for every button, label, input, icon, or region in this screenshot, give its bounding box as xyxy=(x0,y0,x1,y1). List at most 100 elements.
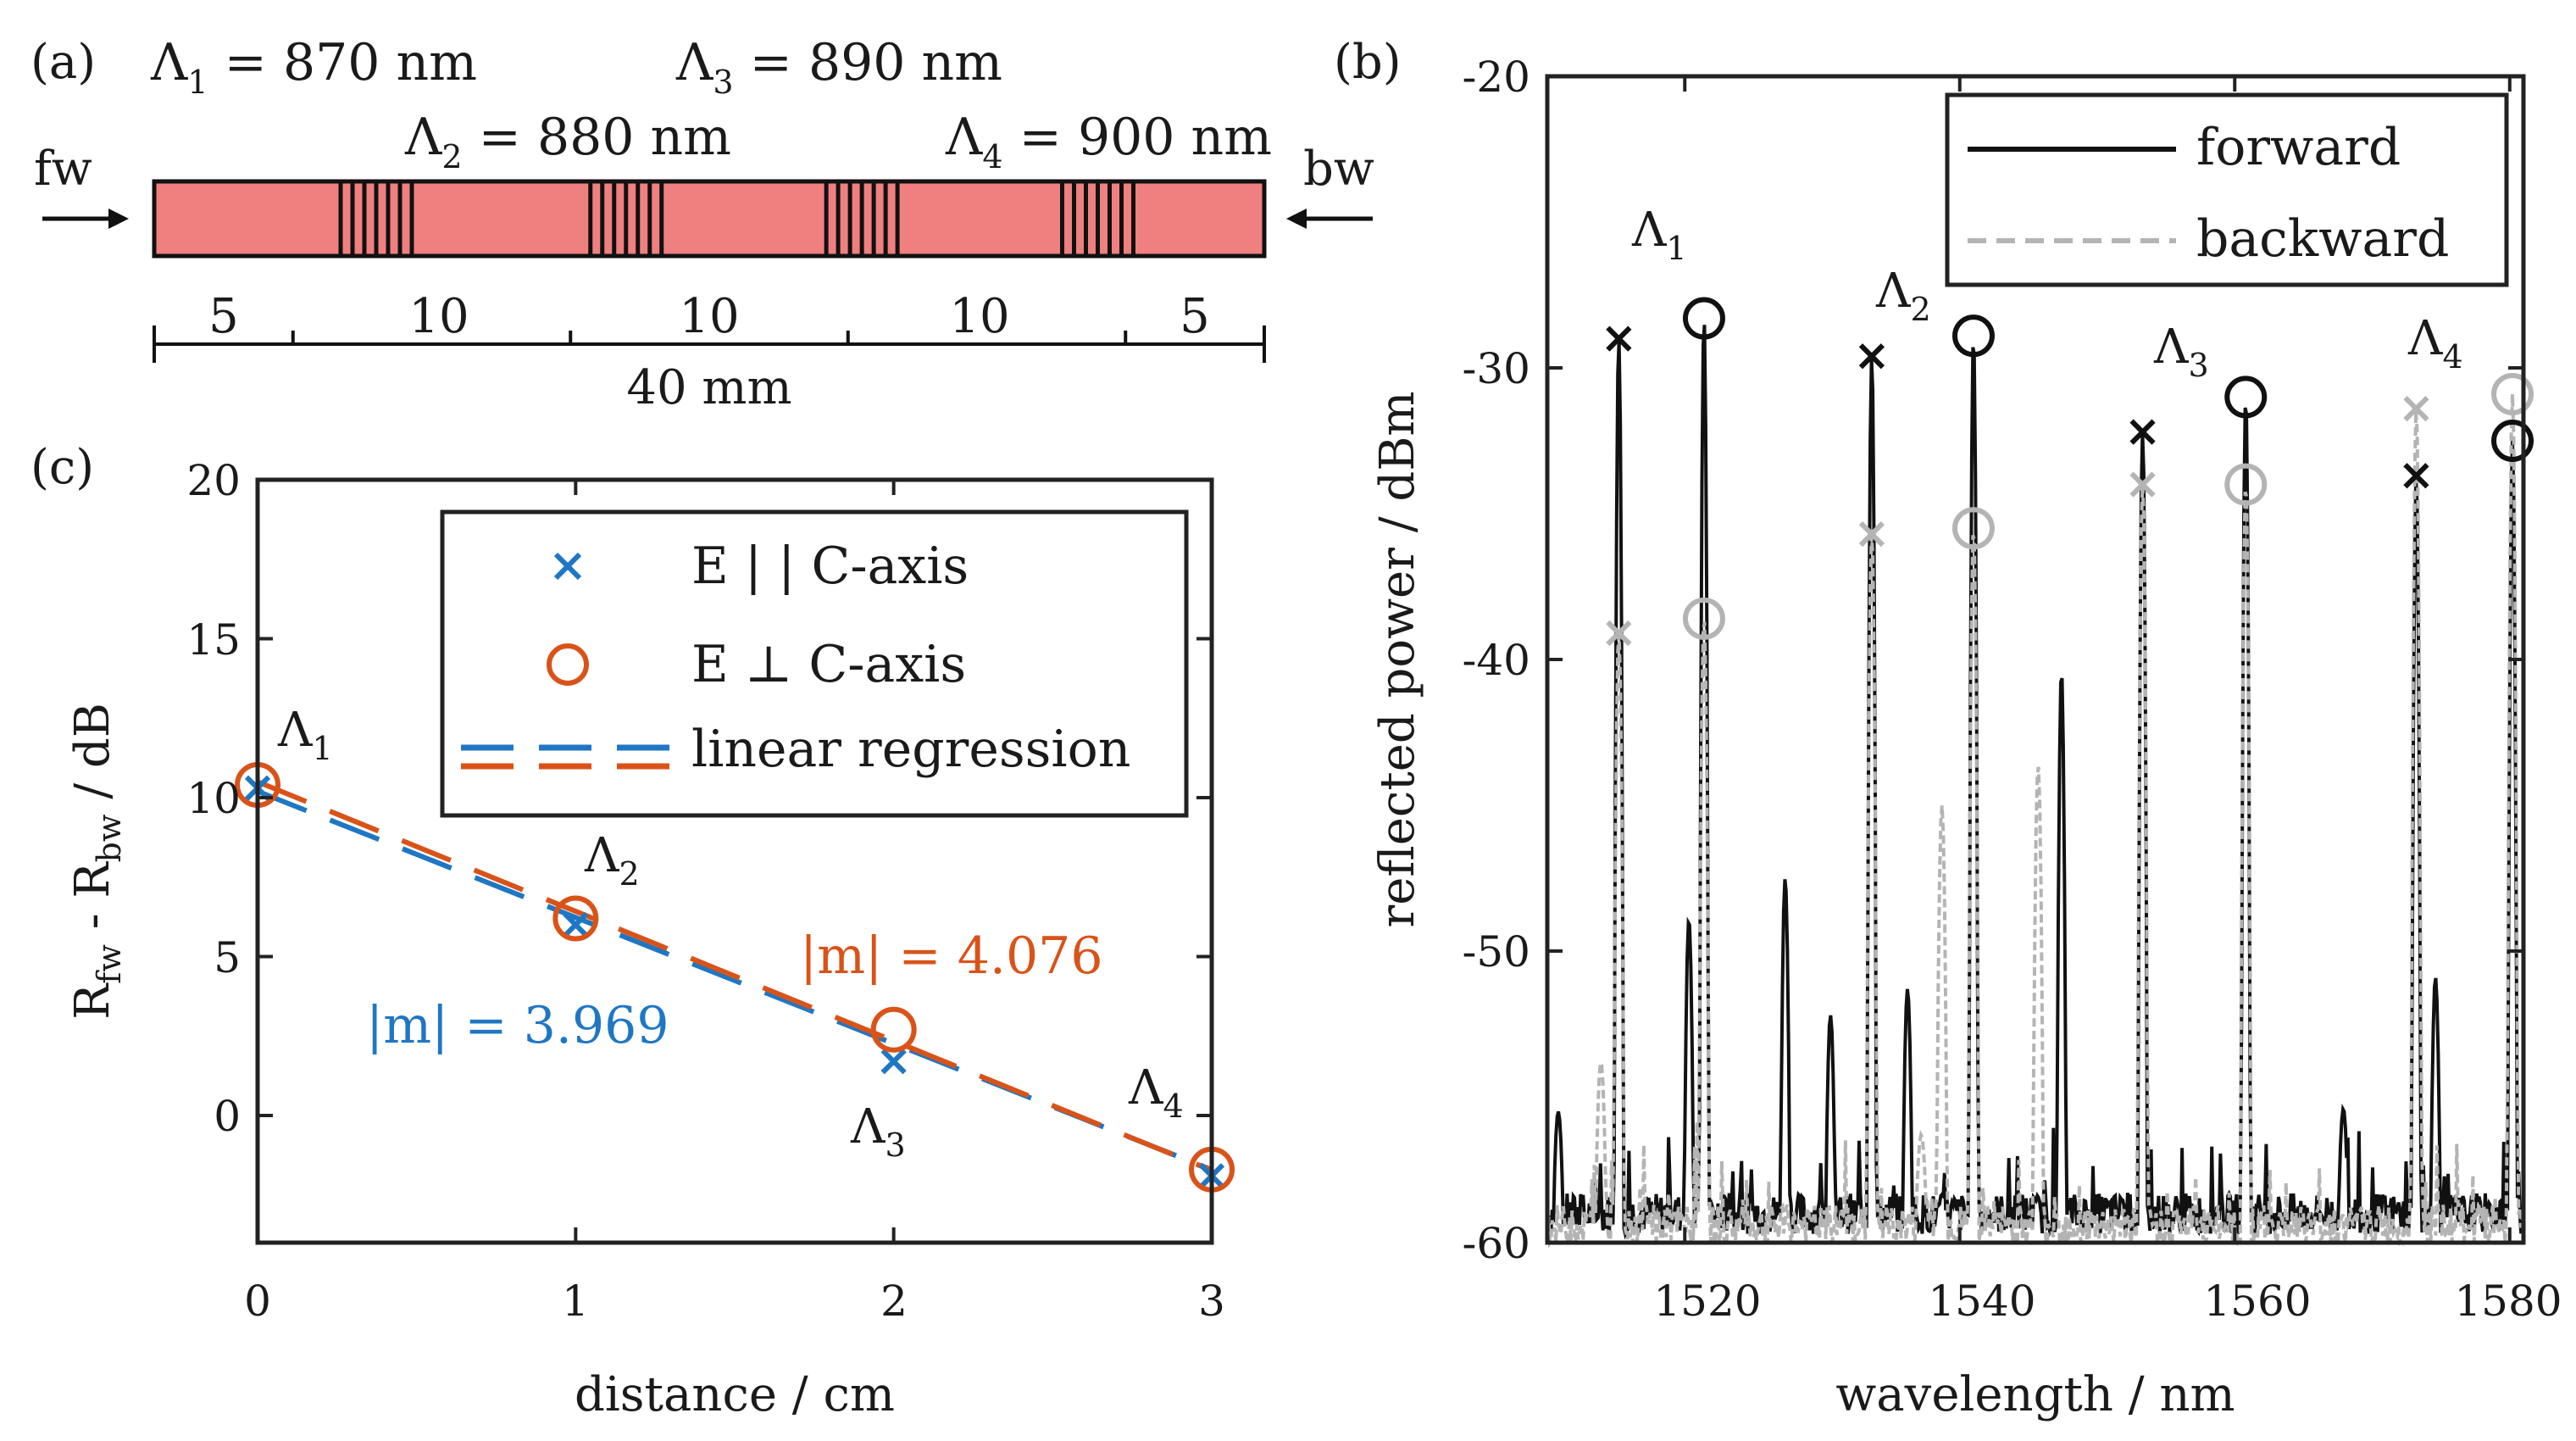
c-xtick-label: 3 xyxy=(1198,1277,1225,1326)
forward-o-marker xyxy=(2224,376,2268,419)
slope-label-perp: |m| = 4.076 xyxy=(800,926,1103,986)
grating-bars xyxy=(338,181,1135,256)
segment-label-5: 5 xyxy=(1180,289,1210,344)
b-lambda-4: Λ4 xyxy=(2407,311,2463,376)
b-ytick-label: -30 xyxy=(1462,344,1530,393)
legend-forward-label: forward xyxy=(2196,118,2401,177)
c-legend: E | | C-axis E ⊥ C-axis linear regressio… xyxy=(440,509,1189,818)
c-ytick-label: 20 xyxy=(186,456,241,505)
segment-label-3: 10 xyxy=(679,289,739,344)
c-ytick-label: 0 xyxy=(214,1092,241,1141)
b-ytick-label: -20 xyxy=(1462,53,1530,102)
bw-label: bw xyxy=(1303,142,1374,197)
c-lambda-4: Λ4 xyxy=(1128,1060,1184,1125)
legend-parallel-label: E | | C-axis xyxy=(691,537,969,596)
panel-b: (b) -20 -30 -40 -50 -60 1520 1540 1560 1… xyxy=(1334,35,2562,1422)
c-ytick-label: 15 xyxy=(186,615,241,665)
forward-x-marker xyxy=(1858,343,1885,370)
legend-regression-label: linear regression xyxy=(691,720,1130,779)
regression-axes-box xyxy=(255,477,1214,1245)
c-y-axis-label: Rfw - Rbw / dB xyxy=(65,703,128,1020)
legend-backward-label: backward xyxy=(2196,209,2449,269)
backward-spectrum-line xyxy=(1546,393,2524,1249)
regression-line-perp xyxy=(256,779,1213,1173)
parallel-x-point xyxy=(880,1049,907,1075)
b-xtick-label: 1560 xyxy=(2203,1277,2311,1326)
scale-bar xyxy=(153,325,1266,363)
grating-label-3: Λ3 = 890 nm xyxy=(675,33,1002,101)
segment-label-4: 10 xyxy=(949,289,1009,344)
legend-perp-label: E ⊥ C-axis xyxy=(691,635,966,694)
fw-label: fw xyxy=(34,142,92,197)
b-ytick-label: -50 xyxy=(1462,927,1530,976)
backward-o-marker xyxy=(2224,463,2268,506)
backward-o-marker xyxy=(1951,507,1995,550)
backward-x-marker xyxy=(1858,520,1885,548)
backward-o-marker xyxy=(2491,372,2534,415)
segment-label-2: 10 xyxy=(408,289,469,344)
marker-stroke xyxy=(880,1049,907,1075)
backward-x-marker xyxy=(2403,396,2429,422)
segment-label-1: 5 xyxy=(208,289,239,344)
c-lambda-2: Λ2 xyxy=(584,828,640,893)
legend-o-marker-icon xyxy=(547,643,589,686)
total-length-label: 40 mm xyxy=(626,360,791,415)
c-lambda-3: Λ3 xyxy=(850,1099,906,1164)
c-ytick-label: 5 xyxy=(214,933,241,982)
backward-o-marker xyxy=(1682,597,1725,640)
forward-x-marker xyxy=(1606,325,1632,352)
marker-stroke xyxy=(1606,325,1632,352)
c-xtick-label: 1 xyxy=(562,1277,589,1326)
parallel-x-point xyxy=(563,911,589,938)
grating-label-2: Λ2 = 880 nm xyxy=(404,108,731,175)
regression-ticks xyxy=(256,478,1213,1243)
b-ytick-label: -60 xyxy=(1462,1219,1530,1268)
marker-stroke xyxy=(2403,463,2429,489)
c-xtick-label: 0 xyxy=(244,1277,271,1326)
b-xtick-label: 1540 xyxy=(1928,1277,2035,1326)
grating-label-1: Λ1 = 870 nm xyxy=(150,33,477,101)
marker-stroke xyxy=(2403,396,2429,422)
spectrum-plot xyxy=(1546,297,2534,1249)
panel-c: (c) 20 15 10 5 0 0 1 2 3 distance / cm R… xyxy=(31,440,1235,1422)
c-ytick-label: 10 xyxy=(186,774,241,823)
marker-stroke xyxy=(563,911,589,938)
c-lambda-1: Λ1 xyxy=(277,703,333,767)
spectrum-ticks xyxy=(1547,75,2523,1244)
panel-a-label: (a) xyxy=(31,35,96,90)
b-legend: forward backward xyxy=(1945,92,2509,287)
forward-x-marker xyxy=(2129,419,2156,445)
b-lambda-1: Λ1 xyxy=(1631,203,1687,267)
forward-o-marker xyxy=(1951,314,1995,358)
forward-o-marker xyxy=(2491,420,2534,462)
b-lambda-2: Λ2 xyxy=(1875,264,1931,328)
marker-stroke xyxy=(1858,343,1885,370)
b-xtick-label: 1580 xyxy=(2454,1277,2562,1326)
b-x-axis-label: wavelength / nm xyxy=(1835,1367,2235,1422)
forward-x-marker xyxy=(2403,463,2429,489)
b-y-axis-label: reflected power / dBm xyxy=(1370,391,1425,927)
marker-stroke xyxy=(2129,419,2156,445)
backward-x-marker xyxy=(1606,620,1632,647)
marker-stroke xyxy=(1606,620,1632,647)
perp-o-point xyxy=(552,895,599,942)
fw-arrow-icon xyxy=(42,209,129,229)
legend-x-marker-icon xyxy=(553,552,582,581)
panel-b-label: (b) xyxy=(1334,35,1402,90)
b-ytick-label: -40 xyxy=(1462,636,1530,685)
panel-c-label: (c) xyxy=(31,440,94,495)
backward-x-marker xyxy=(2129,471,2156,498)
slope-label-parallel: |m| = 3.969 xyxy=(366,996,669,1055)
perp-o-point xyxy=(870,1006,917,1053)
regression-line-parallel xyxy=(256,788,1213,1172)
grating-label-4: Λ4 = 900 nm xyxy=(945,108,1272,175)
b-xtick-label: 1520 xyxy=(1653,1277,1761,1326)
bw-arrow-icon xyxy=(1286,209,1373,229)
c-x-axis-label: distance / cm xyxy=(575,1367,895,1422)
b-lambda-3: Λ3 xyxy=(2153,320,2209,384)
panel-a: (a) Λ1 = 870 nm Λ2 = 880 nm Λ3 = 890 nm … xyxy=(31,33,1374,415)
c-xtick-label: 2 xyxy=(880,1277,908,1326)
marker-stroke xyxy=(1858,520,1885,548)
forward-o-marker xyxy=(1682,297,1725,340)
